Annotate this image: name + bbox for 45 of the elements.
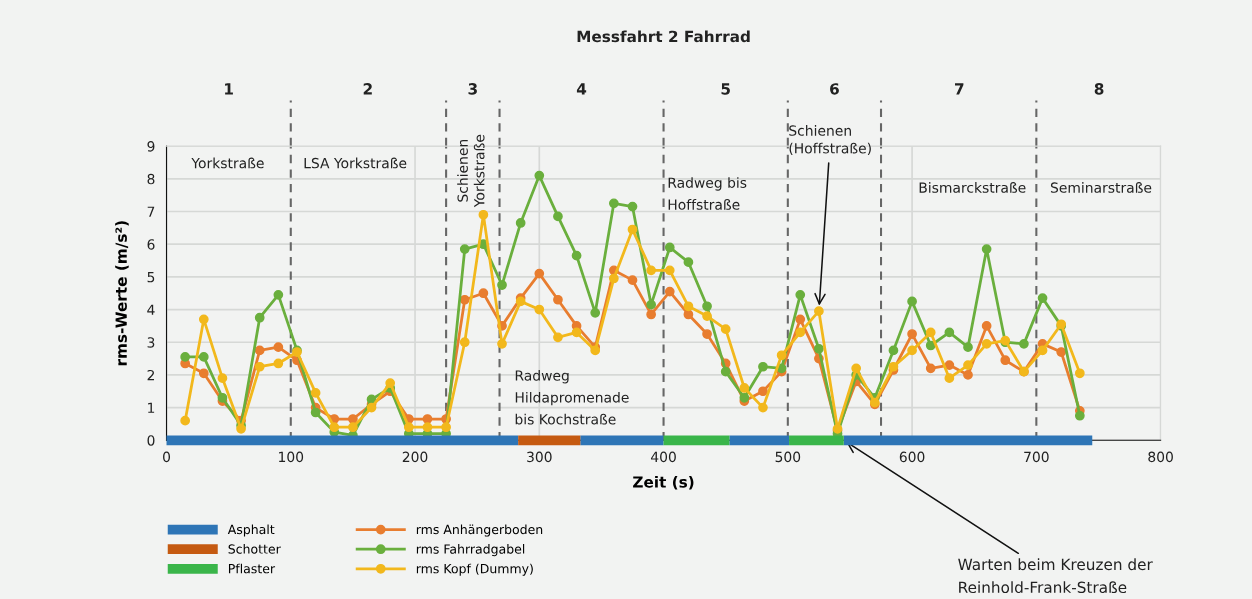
annotation: Schienen (Hoffstraße)	[789, 125, 871, 156]
annotation: Radweg bis Hoffstraße	[668, 177, 747, 210]
x-tick-label: 700	[1024, 451, 1049, 463]
text: 6	[830, 83, 839, 95]
x-tick-label: 100	[279, 451, 304, 463]
x-axis-title: Zeit (s)	[633, 475, 694, 490]
y-tick-label: 6	[147, 239, 155, 250]
legend-label: rms Fahrradgabel	[416, 544, 525, 557]
text: 7	[955, 83, 964, 95]
x-tick-label: 300	[527, 451, 552, 463]
y-tick-label: 3	[147, 337, 155, 348]
annotation: Yorkstraße	[191, 157, 264, 169]
text: 4	[576, 83, 587, 95]
x-tick-label: 800	[1148, 451, 1173, 463]
legend-label: Schotter	[228, 544, 281, 554]
y-tick-label: 2	[147, 369, 155, 381]
text: 2	[363, 83, 372, 95]
text: 5	[721, 83, 730, 95]
annotation: Seminarstraße	[1050, 182, 1152, 193]
text: 3	[468, 83, 477, 95]
y-axis-title: rms-Werte (m/s²)	[115, 221, 129, 366]
y-tick-label: 1	[148, 402, 155, 413]
y-tick-label: 0	[147, 435, 155, 446]
annotation: LSA Yorkstraße	[304, 157, 407, 169]
annotation: Radweg Hildapromenade bis Kochstraße	[515, 370, 629, 425]
x-tick-label: 500	[775, 451, 801, 463]
legend-label: Pflaster	[228, 563, 276, 574]
text: 8	[1094, 83, 1104, 95]
legend-label: rms Anhängerboden	[416, 524, 543, 537]
annotation: Warten beim Kreuzen der Reinhold-Frank-Straße	[958, 558, 1153, 594]
legend-label: rms Kopf (Dummy)	[416, 563, 533, 576]
y-tick-label: 4	[147, 304, 155, 315]
x-tick-label: 600	[899, 451, 925, 463]
y-tick-label: 7	[147, 206, 155, 217]
chart-title: Messfahrt 2 Fahrrad	[577, 30, 750, 43]
y-tick-label: 9	[147, 141, 155, 152]
x-tick-label: 400	[650, 451, 676, 463]
y-tick-label: 8	[147, 173, 155, 185]
legend-label: Asphalt	[227, 524, 275, 537]
y-tick-label: 5	[147, 272, 155, 283]
x-tick-label: 200	[402, 451, 428, 463]
x-tick-label: 0	[163, 451, 171, 463]
annotation: Bismarckstraße	[919, 182, 1026, 193]
text: 1	[225, 83, 233, 95]
annotation: Schienen Yorkstraße	[457, 134, 485, 208]
